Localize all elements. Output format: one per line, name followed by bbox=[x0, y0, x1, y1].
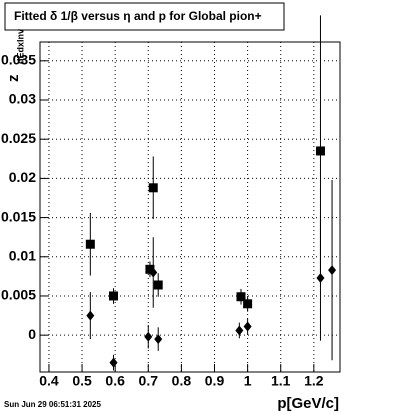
marker bbox=[109, 357, 118, 368]
x-tick-label: 0.4 bbox=[39, 373, 59, 389]
y-tick-label: 0.035 bbox=[1, 52, 36, 68]
marker bbox=[243, 321, 252, 332]
title-box bbox=[4, 2, 285, 31]
marker bbox=[85, 239, 95, 249]
x-axis-label: p[GeV/c] bbox=[277, 395, 339, 412]
marker bbox=[236, 292, 246, 302]
y-tick-label: 0 bbox=[28, 326, 36, 342]
y-tick-label: 0.015 bbox=[1, 208, 36, 224]
marker bbox=[235, 325, 244, 336]
marker bbox=[328, 265, 337, 276]
marker bbox=[149, 267, 158, 278]
x-tick-label: 1 bbox=[244, 373, 252, 389]
marker bbox=[148, 183, 158, 193]
y-tick-label: 0.02 bbox=[9, 169, 36, 185]
x-tick-label: 0.9 bbox=[205, 373, 225, 389]
y-axis-label-sub: dEdxInv bbox=[15, 29, 25, 64]
y-axis-label: z bbox=[5, 75, 22, 83]
frame bbox=[39, 41, 341, 373]
chart-title: Fitted δ 1/β versus η and p for Global p… bbox=[14, 9, 262, 23]
x-tick-label: 1.1 bbox=[271, 373, 291, 389]
y-tick-label: 0.005 bbox=[1, 287, 36, 303]
marker bbox=[316, 272, 325, 283]
marker bbox=[153, 280, 163, 290]
marker bbox=[154, 334, 163, 345]
x-tick-label: 0.5 bbox=[72, 373, 92, 389]
x-tick-label: 0.7 bbox=[139, 373, 159, 389]
y-tick-label: 0.01 bbox=[9, 247, 36, 263]
marker bbox=[243, 299, 253, 309]
timestamp: Sun Jun 29 06:51:31 2025 bbox=[4, 400, 101, 409]
marker bbox=[144, 331, 153, 342]
x-tick-label: 0.6 bbox=[105, 373, 125, 389]
y-tick-label: 0.025 bbox=[1, 130, 36, 146]
marker bbox=[315, 146, 325, 156]
marker bbox=[86, 310, 95, 321]
marker bbox=[109, 291, 119, 301]
x-tick-label: 1.2 bbox=[304, 373, 324, 389]
y-tick-label: 0.03 bbox=[9, 91, 36, 107]
marker bbox=[145, 264, 155, 274]
x-tick-label: 0.8 bbox=[172, 373, 192, 389]
